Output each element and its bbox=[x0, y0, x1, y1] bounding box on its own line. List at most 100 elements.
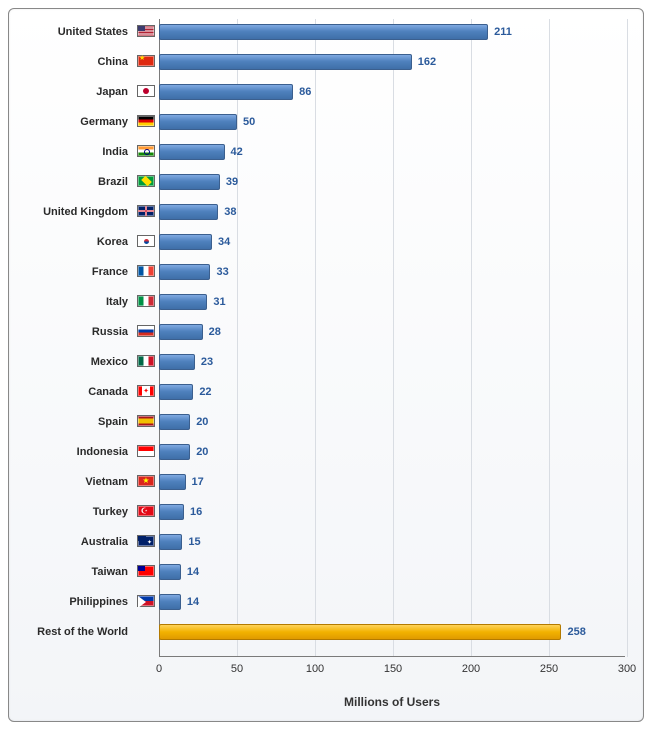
bar bbox=[159, 474, 186, 490]
in-flag-icon bbox=[137, 145, 155, 157]
value-label: 162 bbox=[412, 53, 436, 71]
country-label: India bbox=[9, 143, 134, 161]
chart-row: Italy 31 bbox=[9, 293, 625, 311]
jp-flag-icon bbox=[137, 85, 155, 97]
bar bbox=[159, 234, 212, 250]
chart-row: Germany 50 bbox=[9, 113, 625, 131]
value-label: 28 bbox=[203, 323, 221, 341]
bar bbox=[159, 504, 184, 520]
bar bbox=[159, 324, 203, 340]
value-label: 50 bbox=[237, 113, 255, 131]
x-axis-title: Millions of Users bbox=[159, 695, 625, 709]
x-tick-label: 150 bbox=[384, 663, 402, 675]
mx-flag-icon bbox=[137, 355, 155, 367]
chart-row: Japan 86 bbox=[9, 83, 625, 101]
bar bbox=[159, 354, 195, 370]
tw-flag-icon bbox=[137, 565, 155, 577]
country-label: Korea bbox=[9, 233, 134, 251]
country-label: China bbox=[9, 53, 134, 71]
country-label: Italy bbox=[9, 293, 134, 311]
value-label: 42 bbox=[225, 143, 243, 161]
rows-layer: United States 211 China 162 Japan 86 Germany 50… bbox=[9, 19, 625, 657]
country-label: Russia bbox=[9, 323, 134, 341]
bar bbox=[159, 444, 190, 460]
bar bbox=[159, 534, 182, 550]
value-label: 31 bbox=[207, 293, 225, 311]
value-label: 211 bbox=[488, 23, 512, 41]
country-label: United States bbox=[9, 23, 134, 41]
value-label: 14 bbox=[181, 563, 199, 581]
value-label: 39 bbox=[220, 173, 238, 191]
country-label: Spain bbox=[9, 413, 134, 431]
ca-flag-icon bbox=[137, 385, 155, 397]
bar bbox=[159, 204, 218, 220]
chart-row: Rest of the World 258 bbox=[9, 623, 625, 641]
chart-row: India 42 bbox=[9, 143, 625, 161]
x-tick-label: 50 bbox=[231, 663, 243, 675]
chart-row: Taiwan14 bbox=[9, 563, 625, 581]
ph-flag-icon bbox=[137, 595, 155, 607]
chart-row: United States 211 bbox=[9, 23, 625, 41]
chart-row: Russia 28 bbox=[9, 323, 625, 341]
country-label: Rest of the World bbox=[9, 623, 134, 641]
us-flag-icon bbox=[137, 25, 155, 37]
x-tick-label: 0 bbox=[156, 663, 162, 675]
country-label: Japan bbox=[9, 83, 134, 101]
bar bbox=[159, 414, 190, 430]
bar bbox=[159, 144, 225, 160]
cn-flag-icon bbox=[137, 55, 155, 67]
value-label: 86 bbox=[293, 83, 311, 101]
country-label: Mexico bbox=[9, 353, 134, 371]
x-tick-label: 300 bbox=[618, 663, 636, 675]
chart-row: Philippines14 bbox=[9, 593, 625, 611]
x-tick-label: 250 bbox=[540, 663, 558, 675]
br-flag-icon bbox=[137, 175, 155, 187]
value-label: 38 bbox=[218, 203, 236, 221]
value-label: 33 bbox=[210, 263, 228, 281]
chart-row: Mexico 23 bbox=[9, 353, 625, 371]
chart-row: Vietnam 17 bbox=[9, 473, 625, 491]
kr-flag-icon bbox=[137, 235, 155, 247]
country-label: United Kingdom bbox=[9, 203, 134, 221]
chart-row: Korea 34 bbox=[9, 233, 625, 251]
bar bbox=[159, 594, 181, 610]
gridline bbox=[627, 19, 628, 657]
country-label: Turkey bbox=[9, 503, 134, 521]
chart-row: Indonesia20 bbox=[9, 443, 625, 461]
chart-row: Spain 20 bbox=[9, 413, 625, 431]
value-label: 17 bbox=[186, 473, 204, 491]
au-flag-icon bbox=[137, 535, 155, 547]
bar bbox=[159, 54, 412, 70]
bar bbox=[159, 624, 561, 640]
bar bbox=[159, 564, 181, 580]
chart-row: France33 bbox=[9, 263, 625, 281]
id-flag-icon bbox=[137, 445, 155, 457]
x-tick-label: 200 bbox=[462, 663, 480, 675]
chart-row: Brazil39 bbox=[9, 173, 625, 191]
chart-row: China 162 bbox=[9, 53, 625, 71]
ru-flag-icon bbox=[137, 325, 155, 337]
es-flag-icon bbox=[137, 415, 155, 427]
country-label: Vietnam bbox=[9, 473, 134, 491]
bar bbox=[159, 264, 210, 280]
country-label: Canada bbox=[9, 383, 134, 401]
x-axis-ticks: 050100150200250300 bbox=[159, 663, 625, 683]
bar bbox=[159, 84, 293, 100]
vn-flag-icon bbox=[137, 475, 155, 487]
value-label: 23 bbox=[195, 353, 213, 371]
country-label: Germany bbox=[9, 113, 134, 131]
chart-row: Turkey 16 bbox=[9, 503, 625, 521]
x-tick-label: 100 bbox=[306, 663, 324, 675]
value-label: 34 bbox=[212, 233, 230, 251]
value-label: 16 bbox=[184, 503, 202, 521]
value-label: 258 bbox=[561, 623, 585, 641]
value-label: 20 bbox=[190, 413, 208, 431]
bar bbox=[159, 294, 207, 310]
bar bbox=[159, 24, 488, 40]
fr-flag-icon bbox=[137, 265, 155, 277]
value-label: 15 bbox=[182, 533, 200, 551]
chart-row: United Kingdom 38 bbox=[9, 203, 625, 221]
gb-flag-icon bbox=[137, 205, 155, 217]
de-flag-icon bbox=[137, 115, 155, 127]
value-label: 20 bbox=[190, 443, 208, 461]
